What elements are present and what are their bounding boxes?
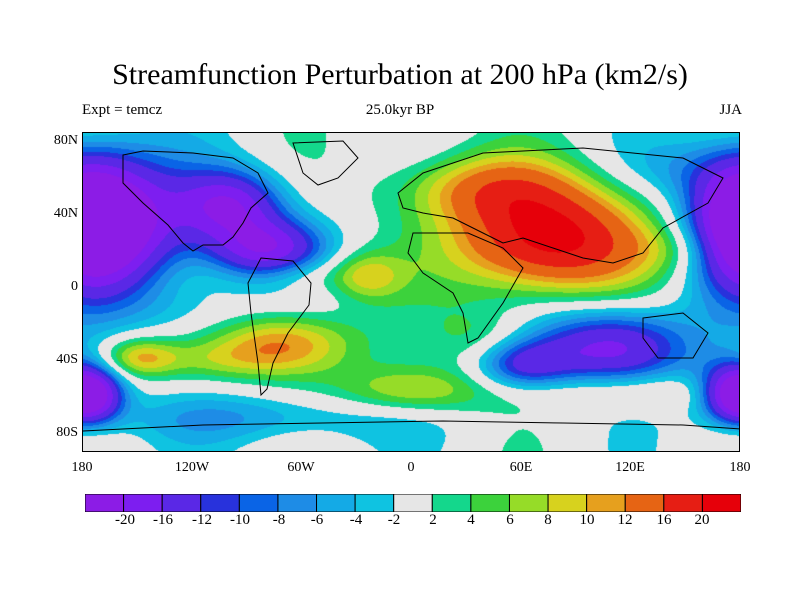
coastline-overlay bbox=[83, 140, 739, 432]
colorbar-label: -6 bbox=[310, 512, 324, 528]
antarctica-coast bbox=[83, 420, 739, 432]
africa-coast bbox=[407, 232, 524, 344]
x-tick-0: 0 bbox=[407, 460, 415, 475]
colorbar-label: -20 bbox=[115, 512, 135, 528]
colorbar-cell bbox=[123, 494, 163, 512]
colorbar-cell bbox=[393, 494, 433, 512]
colorbar-cell bbox=[624, 494, 665, 512]
south-america-coast bbox=[247, 257, 312, 397]
north-america-coast bbox=[122, 150, 269, 252]
colorbar-cell bbox=[316, 494, 356, 512]
map-plot-area bbox=[82, 132, 740, 452]
experiment-label: Expt = temcz bbox=[82, 102, 163, 118]
colorbar-cell bbox=[586, 494, 626, 512]
eurasia-coast bbox=[397, 147, 724, 264]
colorbar-label: -10 bbox=[230, 512, 250, 528]
australia-coast bbox=[642, 312, 709, 359]
colorbar-cell bbox=[161, 494, 202, 512]
colorbar-cell bbox=[470, 494, 510, 512]
colorbar-cell bbox=[277, 494, 318, 512]
colorbar-label: -8 bbox=[272, 512, 286, 528]
x-tick-180w: 180 bbox=[71, 460, 93, 475]
colorbar-label: -12 bbox=[192, 512, 212, 528]
greenland-coast bbox=[292, 140, 359, 186]
colorbar-cell bbox=[547, 494, 588, 512]
x-tick-180e: 180 bbox=[729, 460, 751, 475]
colorbar-label: 6 bbox=[506, 512, 514, 528]
colorbar-cell bbox=[200, 494, 240, 512]
colorbar-label: 10 bbox=[579, 512, 595, 528]
x-tick-120e: 120E bbox=[615, 460, 645, 475]
x-tick-60e: 60E bbox=[509, 460, 533, 475]
period-label: 25.0kyr BP bbox=[365, 102, 435, 118]
y-tick-40s: 40S bbox=[56, 352, 78, 367]
colorbar-cell bbox=[238, 494, 279, 512]
colorbar-label: 4 bbox=[467, 512, 475, 528]
colorbar-label: 20 bbox=[694, 512, 710, 528]
y-tick-80n: 80N bbox=[53, 133, 78, 148]
colorbar-label: 16 bbox=[656, 512, 672, 528]
colorbar-cell bbox=[663, 494, 703, 512]
colorbar bbox=[85, 494, 741, 512]
colorbar-label: -2 bbox=[387, 512, 401, 528]
season-label: JJA bbox=[719, 102, 742, 118]
colorbar-label: 12 bbox=[617, 512, 633, 528]
colorbar-cell bbox=[354, 494, 395, 512]
colorbar-label: -16 bbox=[153, 512, 173, 528]
x-tick-120w: 120W bbox=[174, 460, 210, 475]
colorbar-label: 8 bbox=[544, 512, 552, 528]
streamfunction-field bbox=[83, 133, 739, 451]
y-tick-80s: 80S bbox=[56, 425, 78, 440]
colorbar-cell bbox=[508, 494, 549, 512]
colorbar-label: 2 bbox=[429, 512, 437, 528]
colorbar-cell bbox=[701, 494, 741, 512]
y-tick-0: 0 bbox=[71, 279, 78, 294]
colorbar-cell bbox=[85, 494, 125, 512]
y-tick-40n: 40N bbox=[53, 206, 78, 221]
x-tick-60w: 60W bbox=[287, 460, 315, 475]
chart-title: Streamfunction Perturbation at 200 hPa (… bbox=[112, 58, 688, 91]
colorbar-label: -4 bbox=[349, 512, 363, 528]
colorbar-cell bbox=[431, 494, 472, 512]
